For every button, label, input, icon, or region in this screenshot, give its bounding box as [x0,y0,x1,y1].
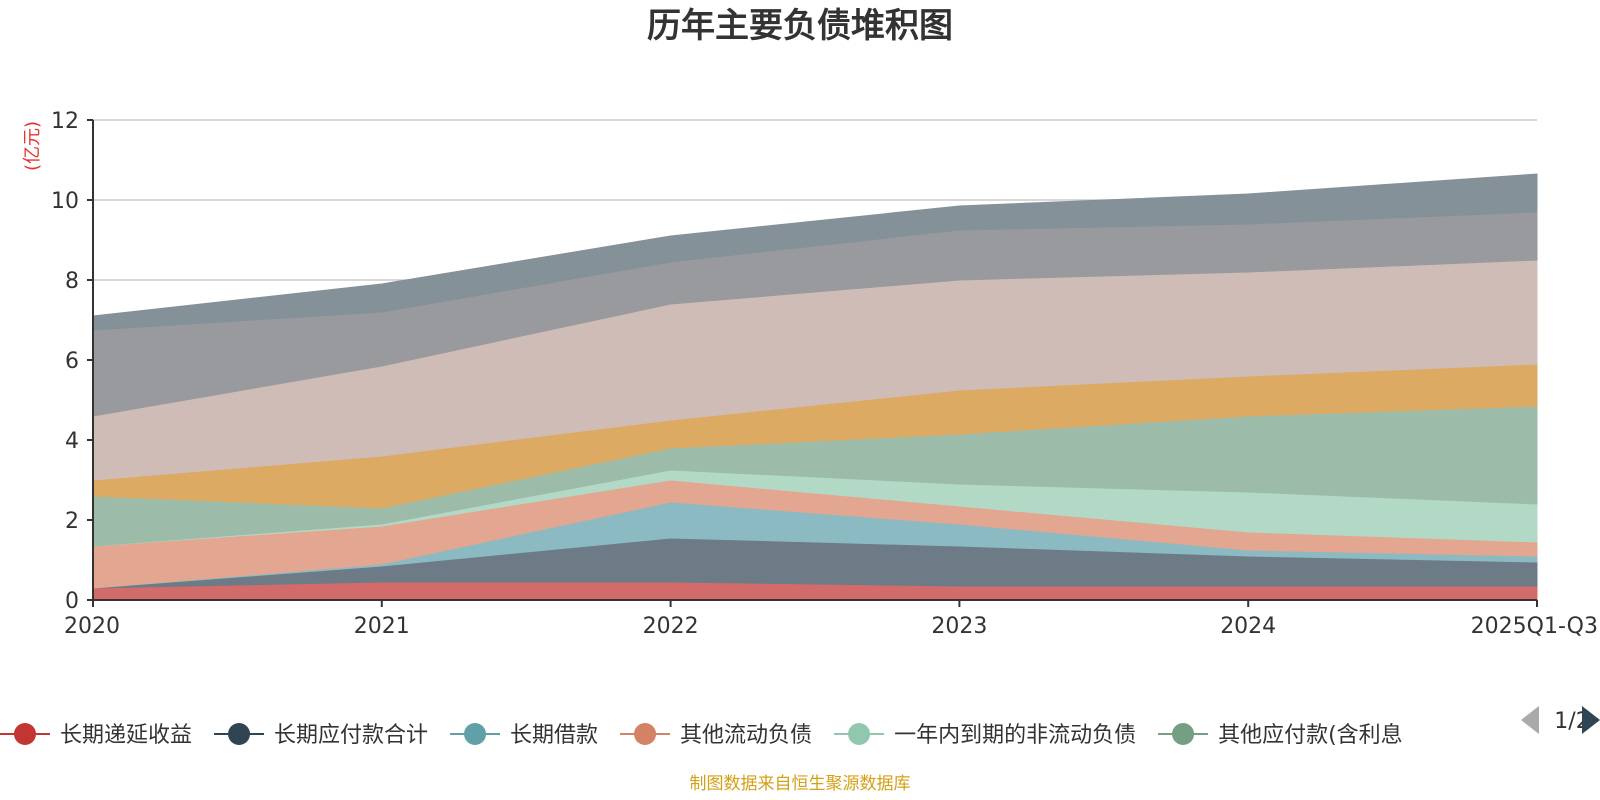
legend-item-0[interactable]: 长期递延收益 [0,723,192,748]
y-tick-label-4: 8 [65,269,79,294]
data-source-note: 制图数据来自恒生聚源数据库 [690,774,911,794]
legend-label-2: 长期借款 [510,723,598,748]
x-tick-label-0: 2020 [64,614,120,639]
legend-label-3: 其他流动负债 [680,723,812,748]
y-tick-label-0: 0 [65,589,79,614]
x-tick-label-2: 2022 [643,614,699,639]
legend-marker-4 [848,723,871,745]
legend-item-4[interactable]: 一年内到期的非流动负债 [834,723,1136,748]
legend-pager: 1/2 [1521,706,1600,734]
legend-item-1[interactable]: 长期应付款合计 [214,723,428,748]
legend-next-icon[interactable] [1582,706,1600,734]
legend-item-5[interactable]: 其他应付款(含利息 [1158,723,1403,748]
legend-marker-1 [228,723,251,745]
y-axis-unit: (亿元) [22,121,43,171]
area-series [92,173,1538,601]
legend: 长期递延收益 长期应付款合计 长期借款 其他流动负债 一年内到期的非流动负债 其他应付款(… [0,723,1403,748]
x-tick-label-5: 2025Q1-Q3 [1471,614,1598,639]
x-tick-label-3: 2023 [931,614,987,639]
y-tick-label-3: 6 [65,349,79,374]
legend-item-2[interactable]: 长期借款 [450,723,598,748]
x-tick-label-4: 2024 [1220,614,1276,639]
legend-label-4: 一年内到期的非流动负债 [894,723,1136,748]
y-tick-label-5: 10 [51,189,79,214]
x-tick-label-1: 2021 [354,614,410,639]
legend-marker-0 [14,723,36,745]
y-tick-label-2: 4 [65,429,79,454]
legend-prev-icon[interactable] [1521,706,1539,734]
y-tick-label-1: 2 [65,509,79,534]
legend-label-0: 长期递延收益 [60,723,192,748]
y-tick-label-6: 12 [51,109,79,134]
chart-title: 历年主要负债堆积图 [647,6,953,46]
legend-item-3[interactable]: 其他流动负债 [620,723,812,748]
legend-marker-2 [464,723,487,745]
legend-marker-3 [634,723,657,745]
legend-marker-5 [1172,723,1195,745]
area-series-9[interactable] [92,173,1538,331]
legend-label-1: 长期应付款合计 [274,723,428,748]
x-axis-ticks: 2020 2021 2022 2023 2024 2025Q1-Q3 [64,600,1598,639]
y-axis-ticks: 0 2 4 6 8 10 12 [51,109,93,614]
legend-label-5: 其他应付款(含利息 [1218,723,1403,748]
